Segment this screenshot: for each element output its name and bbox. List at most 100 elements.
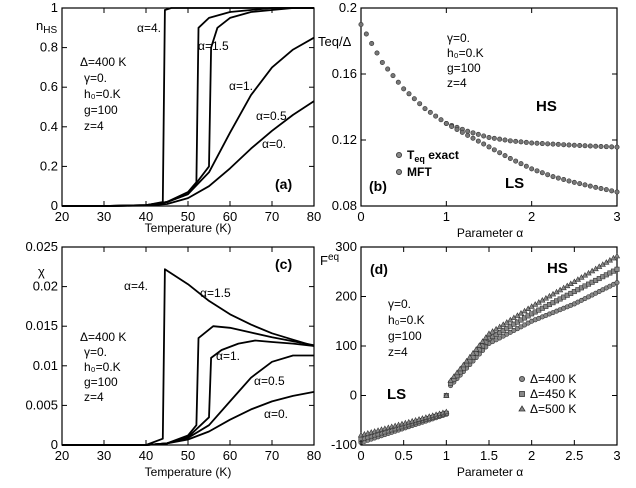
point-b-0-22 — [475, 131, 481, 137]
point-b-0-48 — [614, 144, 620, 150]
point-d-2-26 — [443, 392, 450, 398]
point-b-1-10 — [497, 150, 503, 156]
panel-c-param-1: Δ=400 K — [80, 330, 126, 344]
panel-b-label: (b) — [369, 178, 387, 194]
panel-b-legend-marker-mft — [395, 168, 402, 175]
point-b-0-27 — [502, 137, 508, 143]
point-b-0-36 — [550, 141, 556, 147]
point-d-2-27 — [447, 377, 454, 383]
panel-a-ylabel: nHS — [36, 18, 57, 36]
point-b-0-5 — [385, 66, 391, 72]
x-tick-label-a-6: 80 — [307, 209, 321, 224]
point-d-2-30 — [457, 365, 464, 372]
point-b-1-7 — [481, 141, 487, 147]
point-b-0-13 — [427, 109, 433, 115]
panel-d-ls-label: LS — [387, 386, 406, 403]
x-tick-label-a-0: 20 — [55, 209, 69, 224]
y-tick-label-d-1: 0 — [350, 388, 357, 403]
panel-a-param-3: h₀=0.K — [84, 87, 121, 101]
panel-d-ylabel: Feq — [320, 252, 339, 268]
point-b-0-31 — [523, 139, 529, 145]
point-b-0-37 — [555, 141, 561, 147]
point-b-0-9 — [406, 91, 412, 97]
point-b-0-26 — [497, 136, 503, 142]
point-b-1-5 — [470, 135, 476, 141]
x-tick-label-b-3: 3 — [613, 209, 620, 224]
panel-a-param-2: γ=0. — [84, 71, 107, 85]
panel-d-param-4: z=4 — [388, 345, 408, 359]
point-d-2-37 — [479, 338, 486, 344]
x-tick-label-a-5: 70 — [265, 209, 279, 224]
panel-b-legend-marker-exact — [395, 151, 402, 158]
point-b-0-30 — [518, 139, 524, 145]
point-b-0-40 — [571, 142, 577, 148]
panel-c-xlabel: Temperature (K) — [145, 465, 232, 479]
panel-c-curve-label-1: α=1. — [216, 349, 240, 363]
point-b-1-28 — [593, 184, 599, 190]
x-tick-label-d-2: 1 — [443, 448, 450, 463]
point-b-1-15 — [523, 163, 529, 169]
point-b-1-2 — [454, 126, 460, 132]
y-tick-label-a-1: 0.2 — [40, 158, 58, 173]
point-d-2-38 — [482, 334, 489, 340]
point-b-0-15 — [438, 117, 444, 123]
panel-b-param-3: g=100 — [447, 61, 481, 75]
point-d-2-33 — [466, 353, 473, 360]
panel-c-param-2: γ=0. — [84, 345, 107, 359]
point-b-0-14 — [433, 113, 439, 119]
point-d-2-32 — [463, 357, 470, 364]
panel-a-xlabel: Temperature (K) — [145, 221, 232, 235]
panel-d-legend-marker-400 — [519, 375, 526, 382]
point-b-0-41 — [577, 143, 583, 149]
point-b-0-1 — [363, 31, 369, 37]
x-tick-label-a-1: 30 — [97, 209, 111, 224]
point-d-2-35 — [473, 346, 480, 352]
point-b-1-8 — [486, 144, 492, 150]
panel-a-param-5: z=4 — [84, 119, 104, 133]
point-b-1-6 — [475, 138, 481, 144]
x-tick-label-c-0: 20 — [55, 448, 69, 463]
panel-d-legend-marker-450 — [519, 391, 525, 397]
panel-d: Feq Parameter α (d) γ=0. h₀=0.K g=100 z=… — [320, 246, 621, 479]
panel-b-legend-mft: MFT — [407, 165, 432, 179]
x-tick-label-d-5: 2.5 — [565, 448, 583, 463]
point-b-0-3 — [374, 50, 380, 56]
point-d-2-29 — [453, 369, 461, 376]
point-b-1-1 — [449, 123, 455, 129]
point-b-1-23 — [566, 178, 572, 184]
point-b-0-20 — [465, 128, 471, 134]
point-b-1-24 — [571, 179, 577, 185]
panel-b-param-1: γ=0. — [447, 31, 470, 45]
panel-b-legend-exact: Teq exact — [407, 148, 459, 164]
y-tick-label-c-2: 0.01 — [33, 358, 58, 373]
x-tick-label-b-0: 0 — [357, 209, 364, 224]
point-b-1-11 — [502, 153, 508, 159]
x-tick-label-c-2: 40 — [139, 448, 153, 463]
point-b-1-4 — [465, 132, 471, 138]
point-d-0-75 — [614, 280, 620, 286]
x-tick-label-d-6: 3 — [613, 448, 620, 463]
point-b-0-6 — [390, 73, 396, 79]
panel-b-param-4: z=4 — [447, 76, 467, 90]
panel-c-curves — [62, 268, 315, 446]
point-b-0-0 — [358, 21, 364, 27]
y-tick-label-d-4: 300 — [335, 239, 357, 254]
x-tick-label-d-3: 1.5 — [480, 448, 498, 463]
panel-b: Teq/Δ Parameter α (b) γ=0. h₀=0.K g=100 … — [318, 7, 620, 240]
panel-d-legend-marker-500 — [518, 405, 526, 412]
point-d-2-36 — [476, 342, 483, 348]
y-tick-label-b-2: 0.16 — [332, 66, 357, 81]
point-b-0-44 — [593, 143, 599, 149]
point-b-1-19 — [545, 172, 551, 178]
point-b-0-43 — [587, 143, 593, 149]
point-b-0-2 — [369, 40, 375, 46]
x-tick-label-a-3: 50 — [181, 209, 195, 224]
point-b-0-32 — [529, 140, 535, 146]
y-tick-label-a-2: 0.4 — [40, 119, 58, 134]
point-b-0-34 — [539, 141, 545, 147]
point-b-1-9 — [491, 147, 497, 153]
x-tick-label-c-3: 50 — [181, 448, 195, 463]
panel-b-xlabel: Parameter α — [457, 226, 523, 240]
point-b-0-39 — [566, 142, 572, 148]
panel-b-param-2: h₀=0.K — [447, 46, 484, 60]
